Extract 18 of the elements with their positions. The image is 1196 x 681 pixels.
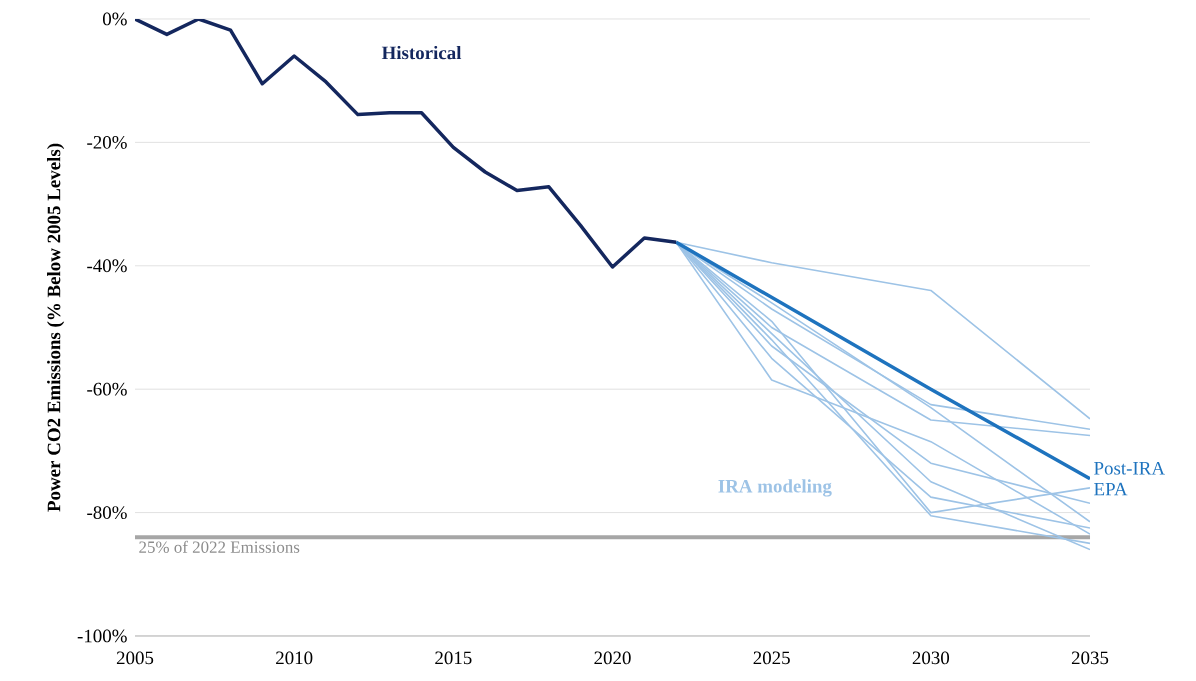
text: Historical xyxy=(381,45,462,60)
x-tick-label: 2020 xyxy=(594,651,631,665)
series-label: Post-IRA EPA xyxy=(1094,461,1165,496)
y-axis-title: Power CO2 Emissions (% Below 2005 Levels) xyxy=(47,143,65,512)
x-tick-label: 2035 xyxy=(1071,651,1109,665)
x-tick-label: 2005 xyxy=(116,651,154,665)
y-tick-label: 0% xyxy=(102,12,127,26)
x-tick-label: 2030 xyxy=(912,651,950,665)
y-tick-label: -80% xyxy=(87,506,127,519)
annotation: IRA modeling xyxy=(718,479,832,497)
y-tick-label: -60% xyxy=(87,382,127,396)
y-tick-label: -100% xyxy=(77,629,127,643)
ref-line-label: 25% of 2022 Emissions xyxy=(139,540,300,553)
x-tick-label: 2015 xyxy=(435,651,472,665)
x-tick-label: 2025 xyxy=(753,651,790,665)
y-tick-label: -40% xyxy=(87,259,127,273)
x-tick-label: 2010 xyxy=(276,651,313,665)
y-tick-label: -20% xyxy=(87,135,127,149)
